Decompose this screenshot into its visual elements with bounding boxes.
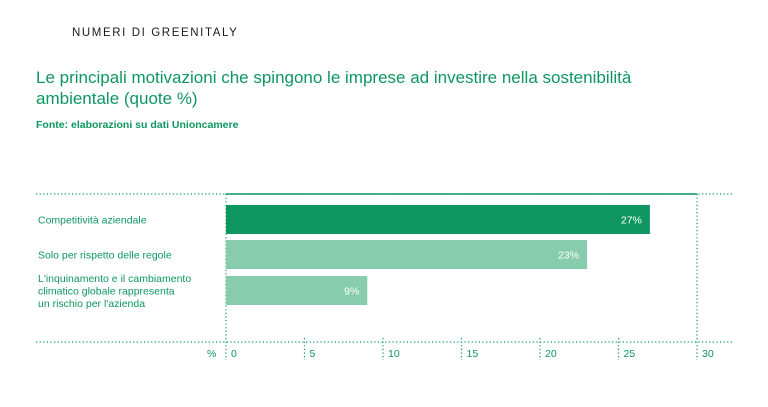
x-tick-label-20: 20 — [545, 348, 557, 360]
x-unit-label: % — [207, 348, 216, 360]
bar-1 — [226, 240, 588, 269]
x-tick-label-15: 15 — [467, 348, 479, 360]
x-tick-label-25: 25 — [624, 348, 636, 360]
bar-value-label-2: 9% — [344, 286, 359, 298]
x-tick-label-30: 30 — [702, 348, 714, 360]
bar-value-label-1: 23% — [558, 250, 579, 262]
bar-value-label-0: 27% — [621, 215, 642, 227]
bar-2 — [226, 276, 368, 305]
chart-title: Le principali motivazioni che spingono l… — [36, 68, 632, 108]
x-tick-label-5: 5 — [310, 348, 316, 360]
bar-0 — [226, 205, 650, 234]
category-label-0: Competitività aziendale — [38, 215, 147, 227]
category-label-2: L'inquinamento e il cambiamento climatico… — [38, 273, 191, 310]
x-tick-label-0: 0 — [231, 348, 237, 360]
kicker-label: NUMERI DI GREENITALY — [72, 27, 239, 39]
chart-source: Fonte: elaborazioni su dati Unioncamere — [36, 119, 239, 131]
x-tick-label-10: 10 — [388, 348, 400, 360]
category-label-1: Solo per rispetto delle regole — [38, 250, 172, 262]
